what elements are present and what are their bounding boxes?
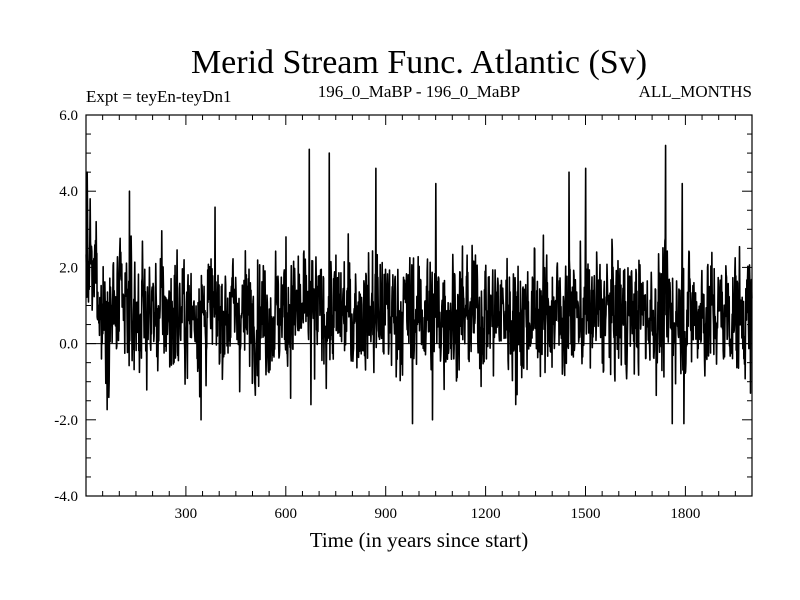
series-line	[85, 144, 753, 425]
x-tick-label: 900	[374, 506, 397, 522]
x-tick-label: 600	[275, 506, 298, 522]
y-tick-label: 6.0	[59, 108, 78, 124]
x-axis-label: Time (in years since start)	[310, 528, 529, 552]
chart-title: Merid Stream Func. Atlantic (Sv)	[191, 44, 647, 81]
x-tick-label: 1800	[670, 506, 700, 522]
subtitle-months: ALL_MONTHS	[639, 82, 752, 101]
y-tick-label: -2.0	[54, 413, 78, 429]
x-tick-label: 300	[175, 506, 198, 522]
series-group	[85, 144, 753, 425]
x-tick-label: 1200	[471, 506, 501, 522]
axis-ticks	[86, 115, 752, 496]
subtitle-experiment: Expt = teyEn-teyDn1	[86, 87, 232, 106]
plot-frame	[85, 114, 753, 497]
y-tick-label: -4.0	[54, 489, 78, 505]
x-tick-label: 1500	[571, 506, 601, 522]
tick-labels: 300 600 900 1200 1500 1800 -4.0 -2.0 0.0 2.0 4.0 6.…	[54, 108, 700, 522]
y-tick-label: 0.0	[59, 337, 78, 353]
y-tick-label: 2.0	[59, 260, 78, 276]
y-tick-label: 4.0	[59, 184, 78, 200]
subtitle-period: 196_0_MaBP - 196_0_MaBP	[318, 82, 520, 101]
